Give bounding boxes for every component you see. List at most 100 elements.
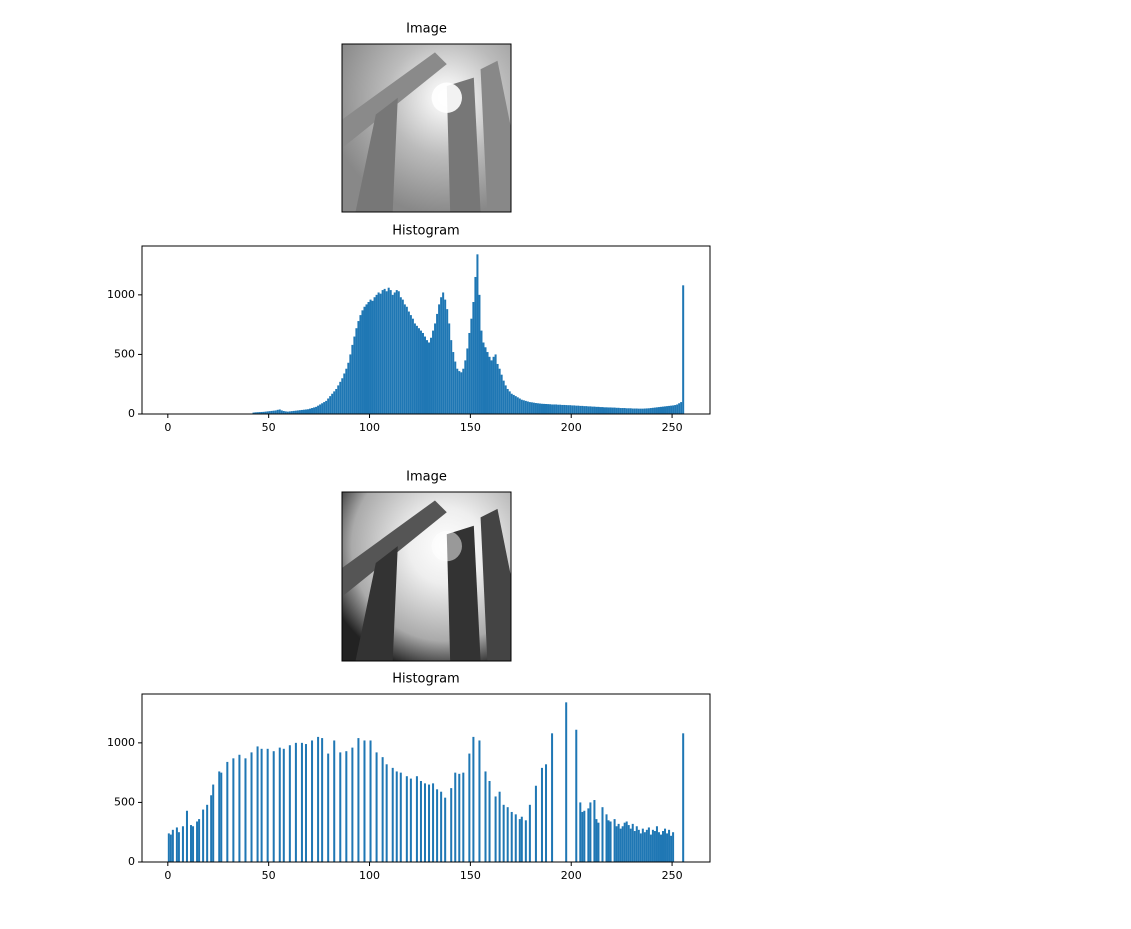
image-pillar (355, 97, 398, 212)
hist-bar (226, 761, 229, 862)
hist-bar (551, 404, 554, 414)
hist-bar (206, 804, 209, 862)
chart-title: Image (406, 470, 447, 485)
hist-bar (534, 785, 537, 862)
hist-bar (185, 810, 188, 862)
hist-bar (609, 407, 612, 414)
hist-bar (540, 767, 543, 862)
hist-bar (615, 407, 618, 414)
hist-bar (524, 400, 527, 414)
hist-bar (591, 406, 594, 414)
hist-bar (462, 772, 465, 862)
hist-bar (651, 829, 654, 862)
hist-bar (488, 356, 491, 414)
hist-bar (502, 380, 505, 414)
hist-bar (327, 753, 330, 862)
hist-bar (672, 832, 675, 862)
hist-bar (385, 764, 388, 862)
hist-bar (458, 773, 461, 862)
hist-bar (385, 291, 388, 414)
hist-bar (526, 401, 529, 414)
hist-bar (504, 385, 507, 414)
hist-bar (387, 287, 390, 414)
hist-bar (175, 827, 178, 862)
hist-bar (645, 829, 648, 862)
hist-bar (232, 758, 235, 862)
hist-bar (635, 408, 638, 414)
hist-bar (260, 411, 263, 414)
hist-bar (446, 309, 449, 414)
y-tick-label: 0 (128, 855, 135, 868)
hist-bar (680, 402, 683, 414)
hist-bar (545, 764, 548, 862)
hist-bar (317, 736, 320, 862)
hist-bar (627, 408, 630, 414)
x-tick-label: 150 (460, 869, 481, 882)
hist-bar (583, 406, 586, 414)
hist-bar (359, 315, 362, 414)
hist-bar (647, 408, 650, 414)
hist-bar (643, 832, 646, 862)
hist-bar (454, 772, 457, 862)
hist-bar (545, 403, 548, 414)
hist-bar (456, 368, 459, 414)
hist-bar (365, 304, 368, 414)
hist-bar (653, 407, 656, 414)
hist-bar (666, 406, 669, 414)
hist-bar (405, 776, 408, 862)
hist-bar (657, 407, 660, 414)
hist-bar (345, 368, 348, 414)
hist-bar (369, 299, 372, 414)
hist-bar (198, 819, 201, 862)
hist-bar (335, 388, 338, 414)
hist-bar (589, 406, 592, 414)
hist-bar (423, 336, 426, 414)
hist-bar (643, 408, 646, 414)
hist-bar (434, 323, 437, 414)
image-sun (431, 530, 462, 562)
hist-bar (440, 791, 443, 862)
hist-bar (464, 360, 467, 414)
hist-bar (637, 829, 640, 862)
hist-bar (468, 332, 471, 414)
hist-bar (657, 832, 660, 862)
x-tick-label: 100 (359, 421, 380, 434)
hist-bar (682, 733, 685, 862)
hist-bar (585, 406, 588, 414)
hist-bar (395, 771, 398, 862)
hist-bar (682, 285, 685, 414)
hist-bar (260, 748, 263, 862)
hist-bar (432, 330, 435, 414)
hist-bar (581, 405, 584, 414)
hist-bar (494, 796, 497, 862)
hist-bar (339, 381, 342, 414)
hist-bar (196, 821, 199, 862)
hist-bar (670, 835, 673, 862)
hist-bar (452, 352, 455, 414)
hist-bar (553, 404, 556, 414)
hist-bar (323, 402, 326, 414)
hist-bar (605, 814, 608, 862)
hist-bar (405, 306, 408, 414)
hist-bar (333, 740, 336, 862)
image (341, 491, 512, 662)
hist-bar (300, 409, 303, 414)
hist-bar (438, 304, 441, 414)
hist-bar (619, 828, 622, 862)
hist-bar (280, 410, 283, 414)
hist-bar (641, 408, 644, 414)
hist-bar (290, 411, 293, 414)
hist-bar (284, 411, 287, 414)
hist-bar (274, 410, 277, 414)
hist-bar (666, 833, 669, 862)
hist-bar (514, 396, 517, 414)
hist-bar (266, 411, 269, 414)
hist-bar (202, 809, 205, 862)
image-pillar (480, 508, 511, 661)
hist-bar (442, 292, 445, 414)
hist-bar (619, 408, 622, 414)
hist-bar (506, 807, 509, 862)
hist-bar (482, 342, 485, 414)
hist-bar (621, 826, 624, 862)
image-frame (341, 43, 512, 213)
